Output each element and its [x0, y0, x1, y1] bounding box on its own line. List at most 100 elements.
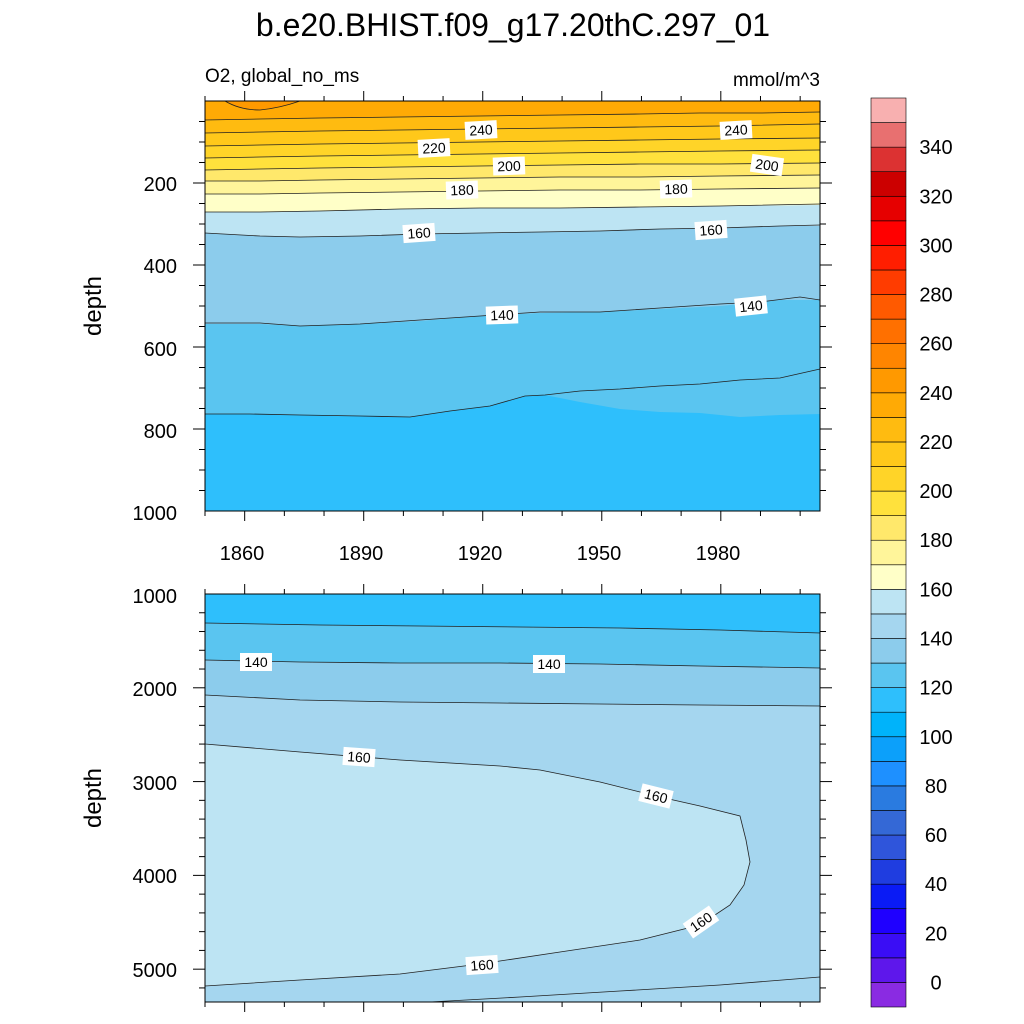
lower-contour-labels: 140 140 160 160 160 160	[240, 653, 720, 976]
colorbar-tick-label: 40	[925, 874, 947, 896]
clabel: 240	[719, 120, 753, 140]
clabel: 240	[464, 120, 498, 140]
colorbar-swatch	[870, 97, 907, 123]
upper-x-tick-labels: 1860 1890 1920 1950 1980	[220, 543, 741, 565]
variable-label: O2, global_no_ms	[205, 66, 359, 87]
upper-y-axis-label: depth	[80, 276, 107, 336]
colorbar-swatch	[870, 343, 907, 369]
lower-panel: 140 140 160 160 160 160 1000 2000 3000 4…	[80, 584, 832, 1012]
colorbar-swatch	[870, 932, 907, 959]
y-tick-label: 1000	[133, 503, 178, 525]
clabel-text: 160	[643, 785, 670, 806]
y-tick-label: 400	[144, 256, 177, 278]
clabel: 220	[417, 138, 451, 158]
clabel: 140	[734, 295, 768, 317]
clabel-text: 160	[347, 748, 372, 766]
colorbar-swatch	[870, 564, 907, 590]
colorbar-tick-label: 180	[919, 530, 952, 552]
clabel: 200	[492, 156, 526, 176]
upper-contour-labels: 240 220 200 180 160 140 240 200 180 160 …	[402, 120, 785, 325]
colorbar-swatch	[870, 982, 907, 1008]
clabel-text: 160	[407, 224, 432, 242]
colorbar-tick-label: 300	[919, 235, 952, 257]
colorbar-swatch	[870, 662, 907, 688]
y-tick-label: 200	[144, 174, 177, 196]
colorbar-swatch	[870, 908, 907, 934]
upper-contour-200	[204, 162, 821, 171]
lower-contour-150-bottom	[429, 976, 821, 1003]
clabel-text: 160	[470, 956, 495, 974]
lower-contour-150	[204, 694, 821, 707]
colorbar-swatch	[870, 638, 907, 664]
colorbar: 0 20 40 60 80 100 120 140 160 180 200 220 240 260 280 3…	[870, 97, 953, 1008]
upper-band-140	[205, 225, 820, 326]
y-tick-label: 5000	[133, 960, 178, 982]
clabel-text: 140	[739, 297, 764, 315]
colorbar-swatch	[870, 810, 907, 836]
colorbar-tick-label: 60	[925, 825, 947, 847]
colorbar-swatch	[870, 883, 907, 910]
colorbar-tick-label: 240	[919, 383, 952, 405]
lower-plot-frame	[204, 593, 821, 1003]
colorbar-swatch	[870, 367, 907, 394]
clabel: 160	[402, 222, 436, 244]
colorbar-tick-label: 80	[925, 776, 947, 798]
colorbar-tick-label: 280	[919, 285, 952, 307]
y-tick-label: 3000	[133, 773, 178, 795]
colorbar-swatch	[870, 146, 907, 173]
clabel-text: 180	[664, 181, 688, 198]
clabel: 160	[465, 954, 499, 976]
lower-contour-lines	[204, 622, 821, 1003]
colorbar-tick-label: 160	[919, 579, 952, 601]
colorbar-tick-label: 140	[919, 628, 952, 650]
clabel: 180	[445, 180, 479, 200]
colorbar-swatch	[870, 318, 907, 344]
colorbar-swatch	[870, 392, 907, 418]
y-tick-label: 1000	[133, 586, 178, 608]
colorbar-tick-label: 120	[919, 678, 952, 700]
lower-band-160	[205, 744, 750, 986]
colorbar-tick-label: 320	[919, 186, 952, 208]
colorbar-swatch	[870, 736, 907, 762]
colorbar-swatch	[870, 122, 907, 148]
colorbar-tick-label: 100	[919, 727, 952, 749]
clabel: 180	[659, 179, 693, 199]
clabel: 200	[749, 153, 785, 177]
y-tick-label: 2000	[133, 679, 178, 701]
clabel: 140	[240, 653, 272, 671]
colorbar-tick-label: 20	[925, 923, 947, 945]
clabel-text: 140	[490, 307, 514, 324]
colorbar-swatch	[870, 785, 907, 811]
clabel-text: 200	[497, 158, 521, 175]
colorbar-swatch	[870, 195, 907, 222]
colorbar-tick-label: 200	[919, 481, 952, 503]
clabel-text: 160	[699, 221, 724, 239]
colorbar-tick-label: 220	[919, 432, 952, 454]
lower-tick-marks	[193, 584, 832, 1012]
colorbar-swatch	[870, 466, 907, 492]
clabel-text: 240	[469, 121, 493, 138]
colorbar-swatch	[870, 417, 907, 443]
upper-contour-170	[205, 203, 821, 213]
clabel-text: 200	[754, 155, 780, 174]
colorbar-swatch	[870, 515, 907, 541]
y-tick-label: 4000	[133, 866, 178, 888]
colorbar-swatch	[870, 687, 907, 713]
upper-panel: 240 220 200 180 160 140 240 200 180 160 …	[80, 91, 832, 565]
x-tick-label: 1980	[696, 543, 741, 565]
clabel: 160	[342, 746, 376, 768]
x-tick-label: 1890	[339, 543, 384, 565]
y-tick-label: 600	[144, 339, 177, 361]
upper-band-130b	[205, 297, 820, 417]
colorbar-tick-label: 340	[919, 137, 952, 159]
lower-contour-140	[204, 659, 821, 669]
lower-contour-130	[204, 622, 821, 634]
colorbar-swatch	[870, 294, 907, 320]
colorbar-swatch	[870, 761, 907, 787]
colorbar-tick-label: 0	[930, 972, 941, 994]
colorbar-swatch	[870, 589, 907, 615]
colorbar-swatch	[870, 490, 907, 516]
colorbar-swatch	[870, 859, 907, 885]
lower-y-tick-labels: 1000 2000 3000 4000 5000	[133, 586, 178, 982]
